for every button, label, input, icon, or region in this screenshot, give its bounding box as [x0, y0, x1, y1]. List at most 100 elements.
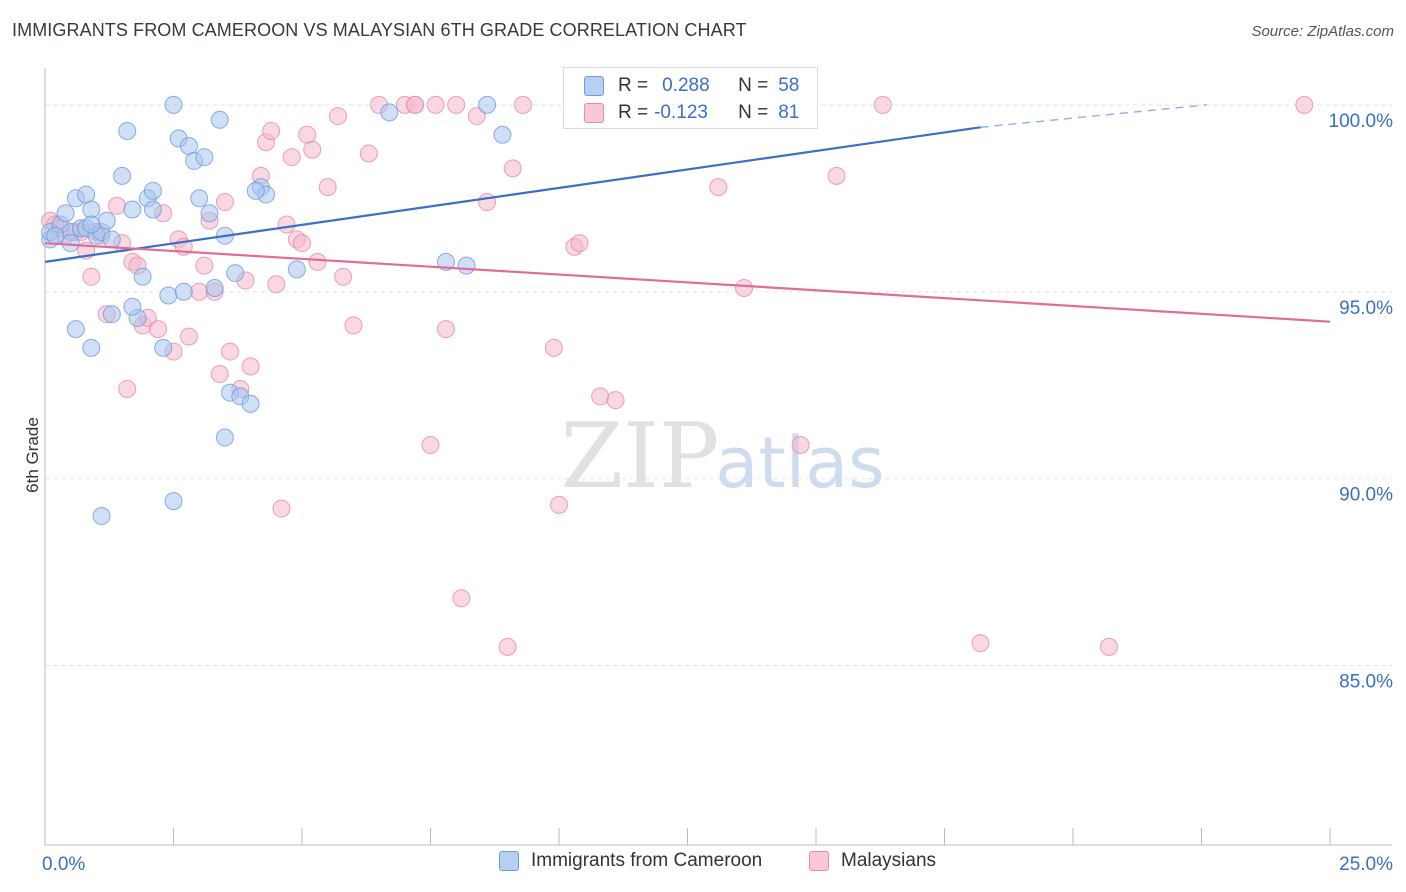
watermark-zip: ZIP [561, 404, 720, 509]
point-cameroon [205, 279, 224, 298]
point-cameroon [200, 204, 219, 223]
point-cameroon [493, 125, 512, 144]
point-malaysians [467, 107, 486, 126]
legend-swatch-pink [584, 103, 604, 123]
trend-line-cameroon-extrapolated [980, 104, 1207, 128]
point-malaysians [550, 495, 568, 514]
point-cameroon [436, 252, 455, 271]
point-malaysians [791, 436, 810, 455]
point-malaysians [334, 267, 353, 286]
point-cameroon [133, 267, 152, 286]
legend-n-label: N = [738, 102, 769, 123]
bottom-legend-malaysians: Malaysians [809, 850, 936, 872]
point-cameroon [159, 286, 178, 305]
point-malaysians [498, 637, 517, 656]
legend-r-label: R = [618, 102, 649, 123]
point-cameroon [154, 338, 173, 357]
point-cameroon [97, 211, 116, 230]
watermark-atlas: atlas [715, 422, 884, 504]
point-malaysians [359, 144, 378, 163]
point-malaysians [971, 634, 990, 653]
point-malaysians [478, 193, 497, 212]
bottom-legend-label: Malaysians [841, 850, 937, 871]
trend-line-malaysians [44, 242, 1331, 323]
legend-n-label: N = [738, 75, 769, 96]
point-cameroon [92, 507, 111, 526]
point-cameroon [210, 110, 229, 129]
point-cameroon [143, 181, 162, 200]
point-malaysians [735, 279, 754, 298]
point-cameroon [46, 226, 65, 245]
point-cameroon [77, 185, 96, 204]
point-cameroon [215, 428, 234, 447]
series-malaysians [41, 95, 1314, 656]
point-malaysians [82, 267, 101, 286]
point-malaysians [107, 196, 126, 215]
point-cameroon [190, 189, 209, 208]
point-cameroon [478, 95, 497, 114]
legend-row-cameroon: R = 0.288 N = 58 [584, 73, 799, 99]
legend-n-value: 81 [778, 102, 800, 123]
point-cameroon [61, 234, 80, 253]
point-cameroon [143, 200, 162, 219]
trend-line-cameroon [44, 126, 981, 263]
point-cameroon [174, 282, 193, 301]
point-malaysians [179, 327, 198, 346]
point-cameroon [102, 230, 121, 249]
point-cameroon [118, 122, 137, 141]
point-malaysians [1295, 95, 1314, 114]
point-malaysians [426, 95, 445, 114]
point-malaysians [272, 499, 291, 518]
x-tick-label-min: 0.0% [42, 854, 85, 875]
point-cameroon [457, 256, 476, 275]
point-cameroon [102, 305, 121, 324]
y-tick-label: 95.0% [1339, 298, 1393, 319]
y-tick-label: 85.0% [1339, 672, 1393, 693]
point-cameroon [123, 297, 142, 316]
point-cameroon [82, 338, 101, 357]
point-malaysians [308, 252, 327, 271]
point-cameroon [380, 103, 399, 122]
point-malaysians [149, 320, 168, 339]
point-cameroon [241, 394, 260, 413]
point-cameroon [164, 95, 183, 114]
point-cameroon [123, 200, 142, 219]
point-malaysians [570, 234, 589, 253]
point-malaysians [210, 365, 229, 383]
point-malaysians [293, 234, 311, 253]
point-malaysians [195, 256, 214, 275]
x-tick-label-max: 25.0% [1339, 854, 1393, 875]
point-malaysians [452, 589, 471, 608]
legend-r-value: 0.288 [662, 75, 710, 96]
point-malaysians [190, 282, 209, 301]
chart-title: IMMIGRANTS FROM CAMEROON VS MALAYSIAN 6T… [12, 20, 747, 40]
trend-lines [44, 104, 1331, 323]
point-malaysians [421, 436, 440, 455]
point-malaysians [267, 275, 286, 294]
point-cameroon [195, 148, 214, 167]
point-malaysians [436, 320, 455, 339]
point-cameroon [164, 492, 183, 511]
point-malaysians [544, 338, 563, 357]
legend-r-value: -0.123 [654, 102, 708, 123]
point-malaysians [277, 215, 296, 234]
point-malaysians [606, 391, 625, 410]
axes: 85.0% 90.0% 95.0% 100.0% [44, 68, 1393, 846]
point-malaysians [1099, 637, 1118, 656]
stats-legend: R = 0.288 N = 58 R = -0.123 N = 81 [563, 67, 818, 129]
legend-r-label: R = [618, 75, 649, 96]
point-cameroon [246, 181, 265, 200]
point-cameroon [113, 166, 132, 185]
bottom-legend-cameroon: Immigrants from Cameroon [499, 850, 762, 872]
point-cameroon [287, 260, 306, 279]
legend-row-malaysians: R = -0.123 N = 81 [584, 100, 799, 126]
point-malaysians [215, 193, 234, 212]
point-malaysians [709, 178, 728, 197]
bottom-legend-label: Immigrants from Cameroon [531, 850, 763, 871]
point-malaysians [344, 316, 363, 335]
point-cameroon [226, 264, 245, 283]
point-malaysians [503, 159, 522, 178]
point-malaysians [298, 125, 317, 144]
point-cameroon [82, 200, 101, 219]
